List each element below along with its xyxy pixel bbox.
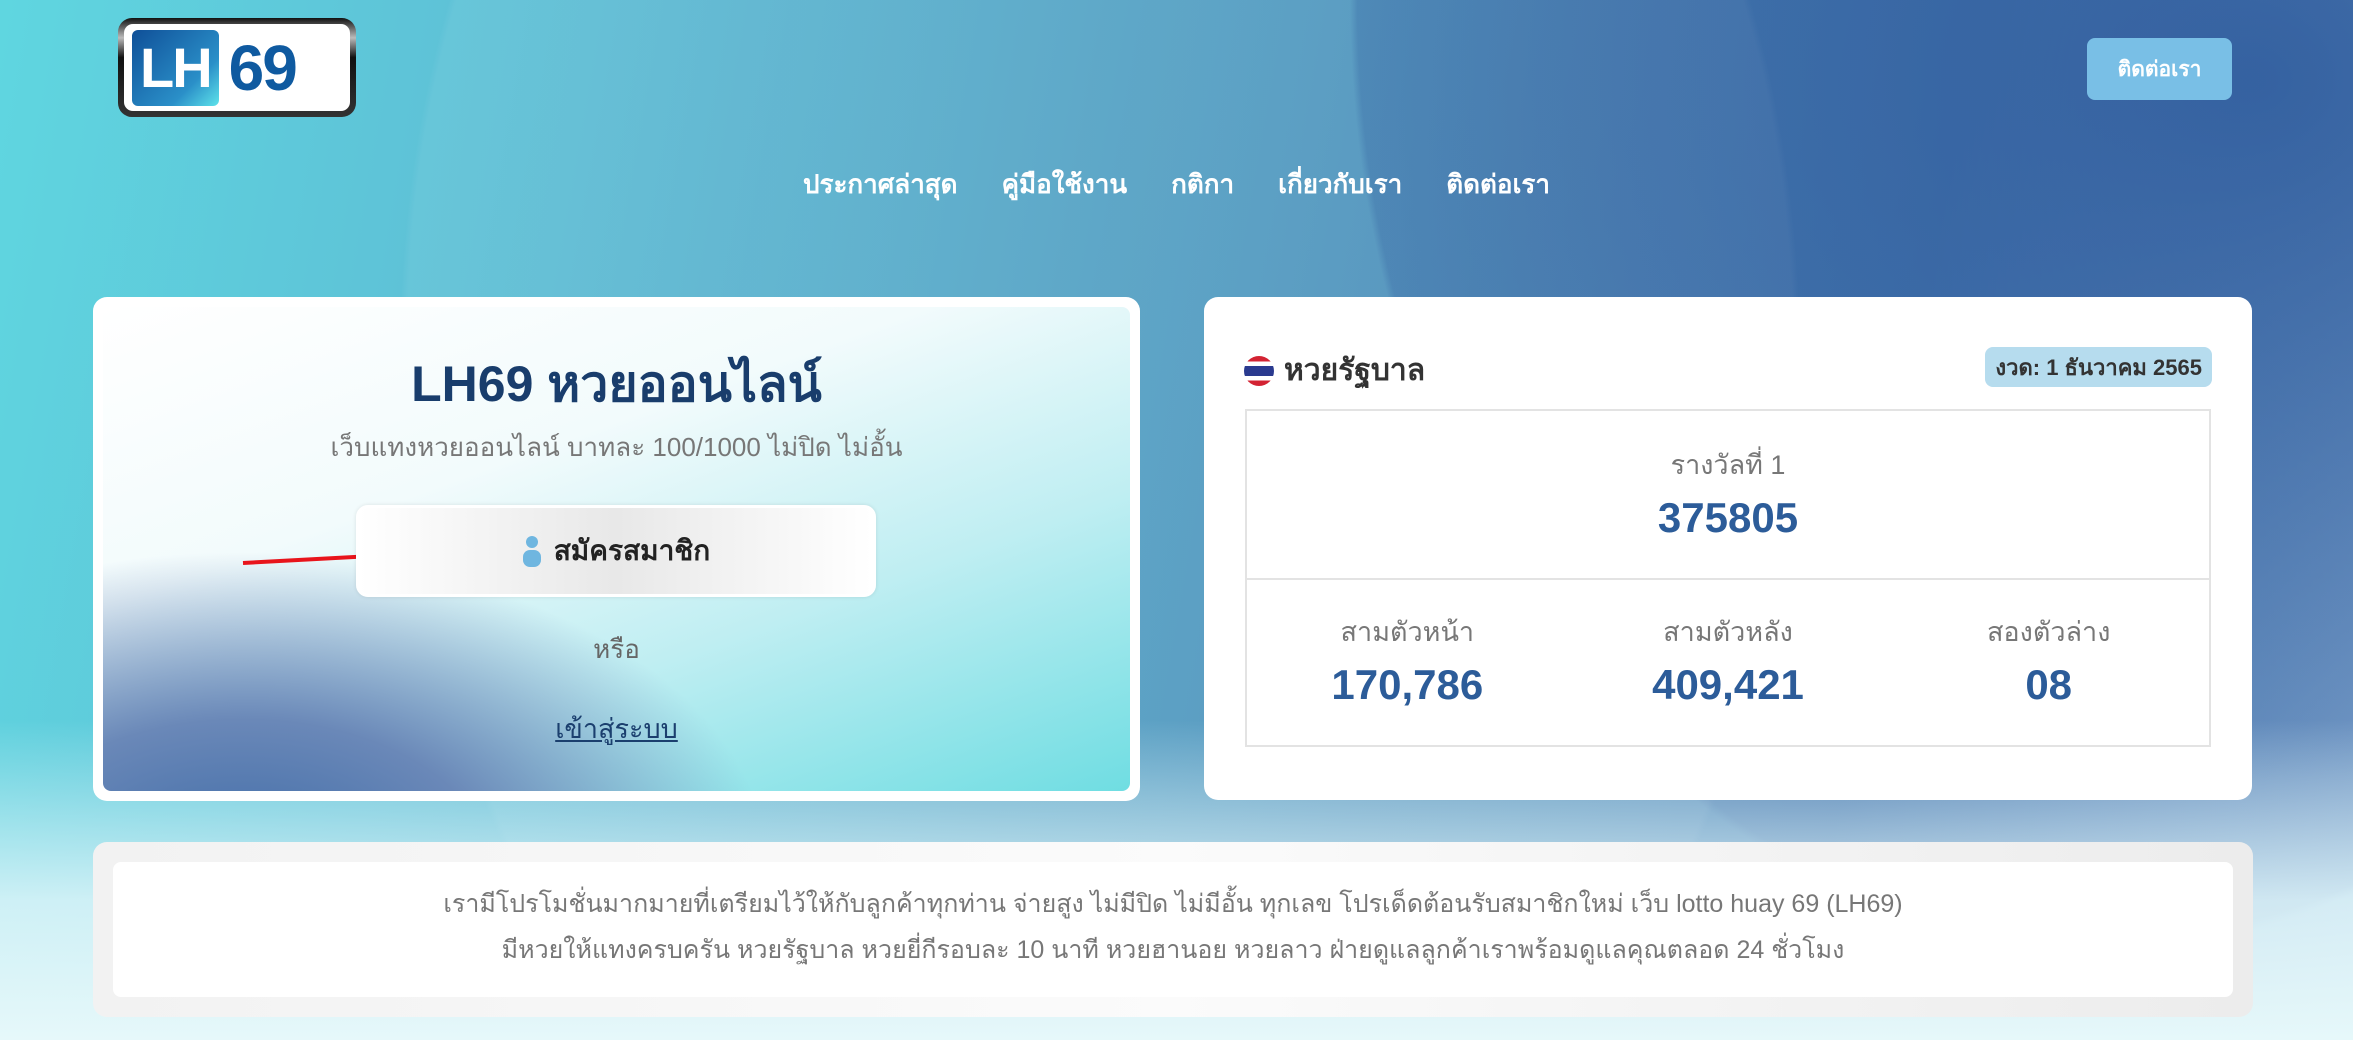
or-text: หรือ <box>593 634 640 664</box>
main-nav: ประกาศล่าสุด คู่มือใช้งาน กติกา เกี่ยวกั… <box>0 164 2353 205</box>
promo-line-2: มีหวยให้แทงครบครัน หวยรัฐบาล หวยยี่กีรอบ… <box>501 936 1845 964</box>
thai-flag-icon <box>1244 355 1274 386</box>
result-value: 170,786 <box>1331 661 1484 708</box>
first-prize-label: รางวัลที่ 1 <box>1670 450 1786 480</box>
hero-subtitle: เว็บแทงหวยออนไลน์ บาทละ 100/1000 ไม่ปิด … <box>330 432 903 462</box>
nav-announcements[interactable]: ประกาศล่าสุด <box>802 169 958 199</box>
result-label: สามตัวหน้า <box>1340 617 1475 647</box>
nav-rules[interactable]: กติกา <box>1171 169 1235 199</box>
result-value: 409,421 <box>1652 661 1804 708</box>
signup-label: สมัครสมาชิก <box>553 535 711 566</box>
lottery-results-card: หวยรัฐบาล งวด: 1 ธันวาคม 2565 รางวัลที่ … <box>1204 297 2252 800</box>
promo-section: เรามีโปรโมชั่นมากมายที่เตรียมไว้ให้กับลู… <box>93 842 2253 1017</box>
nav-contact[interactable]: ติดต่อเรา <box>1446 169 1550 199</box>
hero-card: LH69 หวยออนไลน์ เว็บแทงหวยออนไลน์ บาทละ … <box>93 297 1140 801</box>
contact-button[interactable]: ติดต่อเรา <box>2087 38 2232 100</box>
login-link[interactable]: เข้าสู่ระบบ <box>555 714 678 744</box>
hero-title: LH69 หวยออนไลน์ <box>411 356 822 412</box>
result-label: สองตัวล่าง <box>1986 617 2111 647</box>
promo-line-1: เรามีโปรโมชั่นมากมายที่เตรียมไว้ให้กับลู… <box>443 890 1903 918</box>
result-value: 08 <box>2025 661 2073 708</box>
draw-date-badge: งวด: 1 ธันวาคม 2565 <box>1985 347 2212 387</box>
first-prize-number: 375805 <box>1657 494 1799 541</box>
user-icon <box>522 536 541 567</box>
lottery-title: หวยรัฐบาล <box>1284 354 1426 387</box>
result-label: สามตัวหลัง <box>1663 617 1793 647</box>
results-table: รางวัลที่ 1 375805 สามตัวหน้า 170,786 สาม… <box>1245 409 2211 747</box>
nav-guide[interactable]: คู่มือใช้งาน <box>1001 169 1128 199</box>
signup-button[interactable]: สมัครสมาชิก <box>356 505 876 597</box>
nav-about[interactable]: เกี่ยวกับเรา <box>1278 169 1403 199</box>
logo[interactable]: LH 69 <box>118 18 356 117</box>
